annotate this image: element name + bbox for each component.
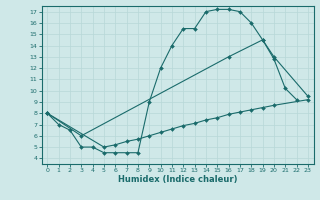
X-axis label: Humidex (Indice chaleur): Humidex (Indice chaleur) — [118, 175, 237, 184]
